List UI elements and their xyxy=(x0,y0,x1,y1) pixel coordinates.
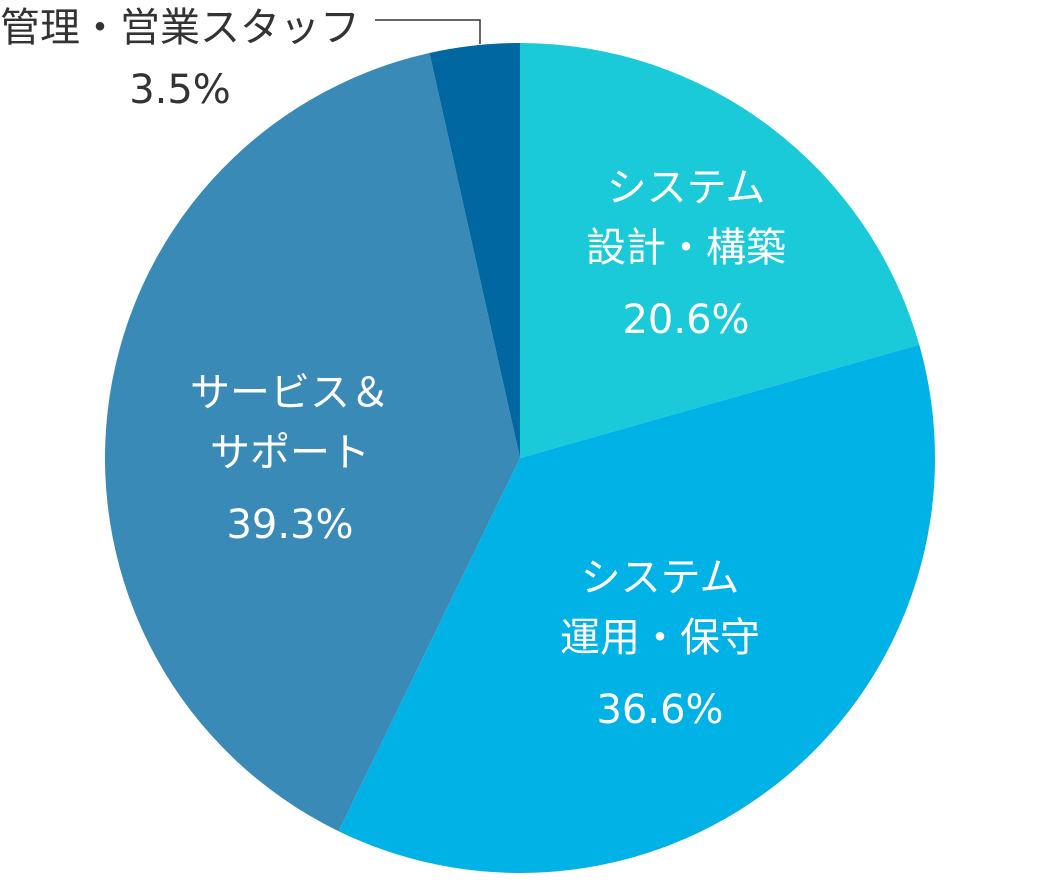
value-label: 36.6% xyxy=(596,687,723,733)
slice-label: 管理・営業スタッフ xyxy=(0,5,360,51)
slice-label: サービス＆ xyxy=(190,370,390,416)
pie-slice xyxy=(104,52,520,832)
value-label: 39.3% xyxy=(226,502,353,548)
slice-label: 設計・構築 xyxy=(586,225,786,271)
value-label: 3.5% xyxy=(129,67,231,113)
slice-label: システム xyxy=(581,555,740,601)
pie-slice xyxy=(429,43,520,458)
pie-slice xyxy=(338,344,936,873)
value-label: 20.6% xyxy=(622,297,749,343)
slice-label: サポート xyxy=(210,430,370,476)
leader-line xyxy=(375,19,481,44)
slice-label: 運用・保守 xyxy=(560,615,760,661)
pie-slice xyxy=(520,43,920,458)
slice-label: システム xyxy=(607,165,766,211)
